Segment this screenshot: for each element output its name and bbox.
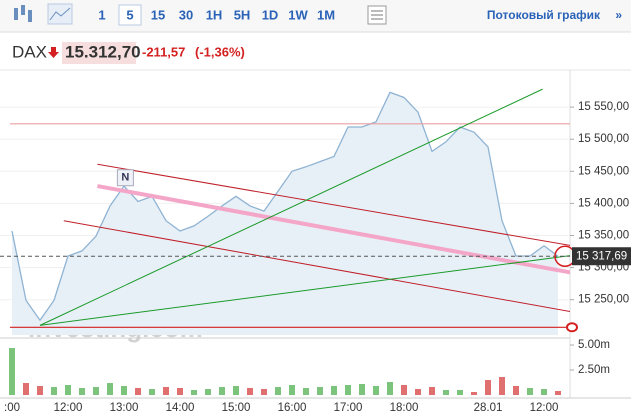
- x-tick-label: 16:00: [278, 402, 307, 414]
- price: 15.312,70: [65, 42, 141, 61]
- volume-bar: [23, 383, 29, 395]
- y-tick-label: 15 400,00: [578, 197, 629, 209]
- x-tick-label: 12:00: [530, 402, 559, 414]
- streaming-arrow[interactable]: »: [615, 8, 622, 22]
- volume-bar: [261, 389, 267, 395]
- volume-bar: [37, 386, 43, 395]
- volume-bar: [443, 390, 449, 395]
- volume-bar: [513, 386, 519, 395]
- change-percent: (-1,36%): [195, 44, 245, 59]
- volume-bar: [317, 387, 323, 395]
- volume-bar: [457, 390, 463, 395]
- volume-bar: [107, 383, 113, 395]
- y-tick-label: 15 350,00: [578, 230, 629, 242]
- interval-button[interactable]: 5H: [234, 7, 251, 22]
- x-tick-label: 12:00: [54, 402, 83, 414]
- interval-button[interactable]: 1M: [317, 7, 335, 22]
- x-tick-label: 17:00: [334, 402, 363, 414]
- toolbar-bg: [0, 0, 631, 32]
- price-area: [12, 92, 558, 335]
- annotation-text: N: [121, 172, 129, 184]
- x-tick-label: 15:00: [222, 402, 251, 414]
- volume-bar: [149, 389, 155, 395]
- volume-bar: [303, 388, 309, 395]
- selected-interval-bg: [118, 4, 142, 26]
- y-tick-label: 15 450,00: [578, 165, 629, 177]
- x-tick-label: 14:00: [166, 402, 195, 414]
- volume-bar: [541, 389, 547, 395]
- x-tick-label: 28.01: [474, 402, 503, 414]
- trend-line: [39, 255, 570, 326]
- volume-bar: [65, 385, 71, 395]
- interval-button[interactable]: 30: [179, 7, 193, 22]
- change: -211,57: [142, 44, 185, 59]
- volume-bar: [415, 389, 421, 395]
- trend-line: [63, 220, 570, 313]
- volume-bar: [471, 392, 477, 395]
- x-tick-label: 13:00: [110, 402, 139, 414]
- x-tick-label: :00: [4, 402, 20, 414]
- area-icon[interactable]: [47, 3, 73, 25]
- volume-bar: [135, 388, 141, 395]
- volume-bar: [121, 386, 127, 395]
- volume-bar: [345, 385, 351, 395]
- annotation-box: [116, 169, 134, 187]
- volume-bar: [247, 388, 253, 395]
- down-arrow: [48, 47, 59, 58]
- interval-button[interactable]: 1H: [206, 7, 223, 22]
- price-line: [11, 91, 559, 322]
- volume-bar: [79, 388, 85, 395]
- line-handle: [566, 322, 578, 333]
- volume-bar: [93, 387, 99, 395]
- volume-bar: [205, 389, 211, 395]
- volume-bar: [401, 385, 407, 395]
- interval-button[interactable]: 15: [151, 7, 165, 22]
- trend-line: [39, 88, 543, 326]
- y-tick-label: 15 550,00: [578, 101, 629, 113]
- interval-button[interactable]: 1D: [262, 7, 279, 22]
- y-tick-label: 15 250,00: [578, 294, 629, 306]
- volume-bar: [373, 386, 379, 395]
- volume-bar: [555, 391, 561, 395]
- interval-button[interactable]: 1W: [288, 7, 308, 22]
- symbol: DAX: [12, 42, 47, 61]
- volume-bar: [163, 387, 169, 395]
- last-price-tag: [572, 247, 631, 266]
- y-tick-label: 15 500,00: [578, 133, 629, 145]
- volume-bar: [499, 377, 505, 395]
- volume-bar: [177, 388, 183, 395]
- volume-bar: [219, 387, 225, 395]
- volume-bar: [527, 388, 533, 395]
- last-price-label: 15 317,69: [576, 250, 627, 262]
- trend-line: [97, 184, 570, 275]
- y-tick-label: 2.50m: [578, 364, 610, 376]
- streaming-link[interactable]: Потоковый график: [487, 8, 601, 22]
- y-tick-label: 5.00m: [578, 339, 610, 351]
- volume-bar: [275, 387, 281, 395]
- trend-line: [97, 163, 570, 246]
- volume-bar: [387, 382, 393, 395]
- price-highlight: [62, 42, 136, 64]
- volume-bar: [9, 348, 15, 395]
- volume-bar: [289, 385, 295, 395]
- interval-button[interactable]: 1: [98, 7, 105, 22]
- volume-bar: [485, 380, 491, 395]
- x-tick-label: 18:00: [390, 402, 419, 414]
- interval-button[interactable]: 5: [126, 7, 133, 22]
- volume-bar: [51, 387, 57, 395]
- volume-bar: [331, 386, 337, 395]
- volume-bar: [359, 384, 365, 395]
- volume-bar: [233, 386, 239, 395]
- volume-bar: [191, 390, 197, 395]
- candle-icon[interactable]: [14, 5, 32, 22]
- volume-bar: [429, 387, 435, 395]
